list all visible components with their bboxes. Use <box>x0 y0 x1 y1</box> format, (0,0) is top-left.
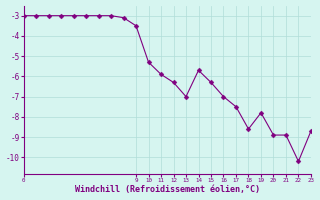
X-axis label: Windchill (Refroidissement éolien,°C): Windchill (Refroidissement éolien,°C) <box>75 185 260 194</box>
